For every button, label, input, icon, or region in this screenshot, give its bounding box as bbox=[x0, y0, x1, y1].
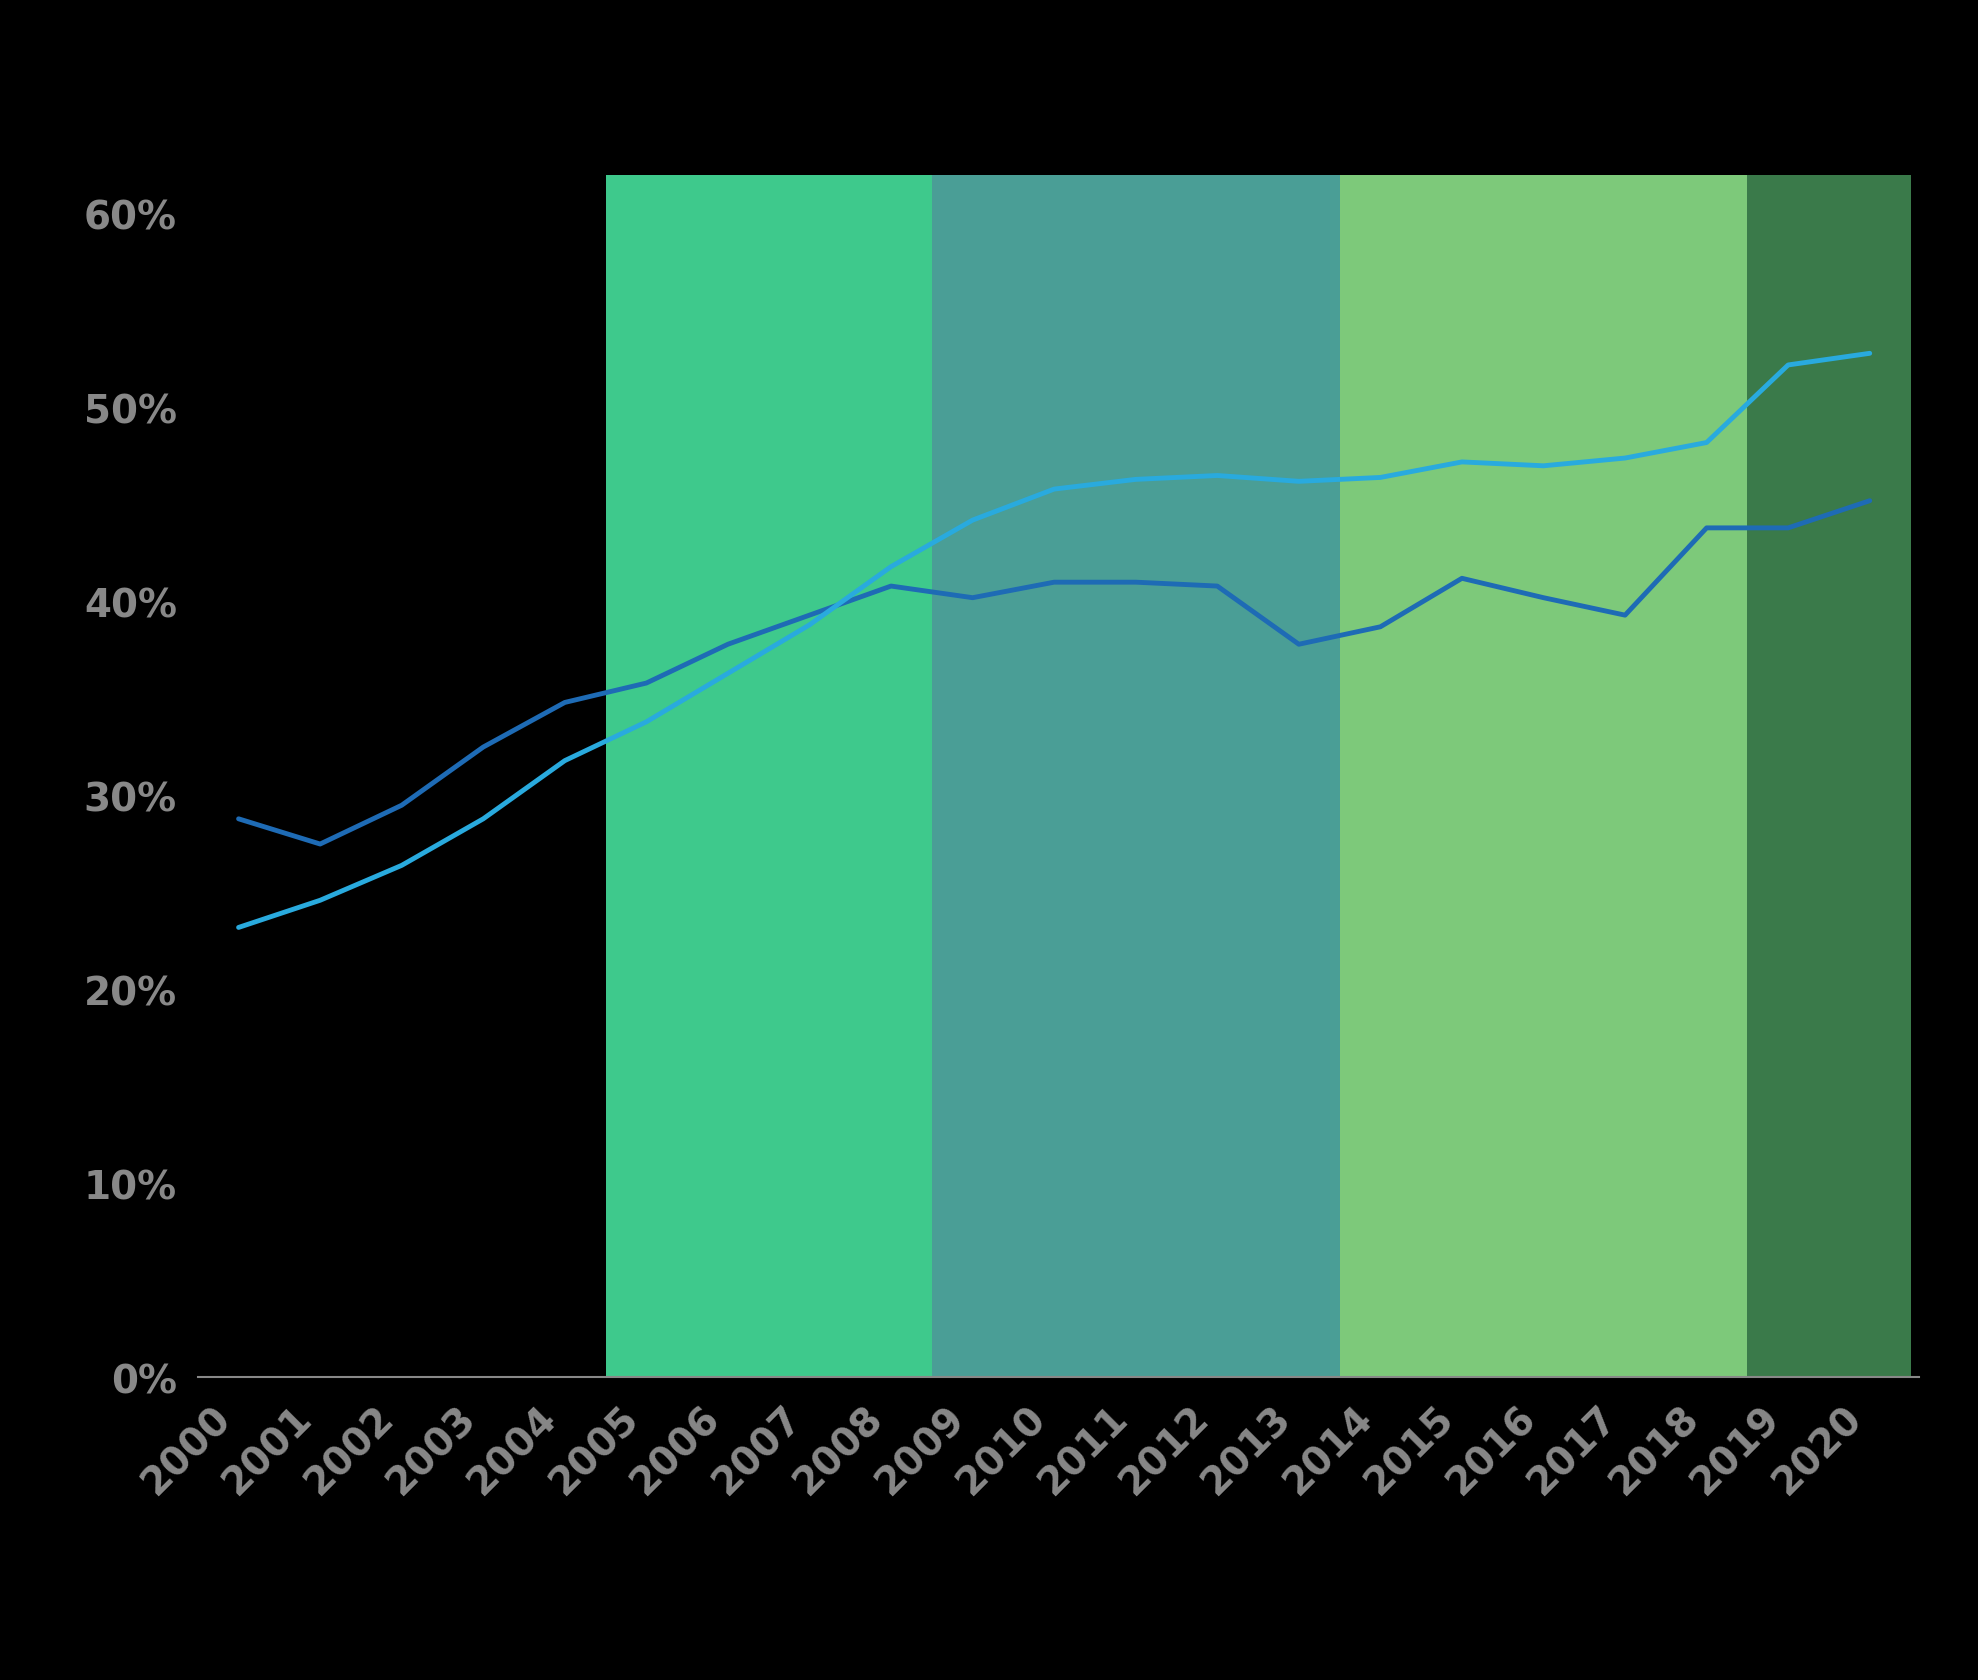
Bar bbox=[1747, 176, 1911, 1378]
Bar bbox=[932, 176, 1339, 1378]
Bar bbox=[605, 176, 932, 1378]
Bar bbox=[1339, 176, 1747, 1378]
